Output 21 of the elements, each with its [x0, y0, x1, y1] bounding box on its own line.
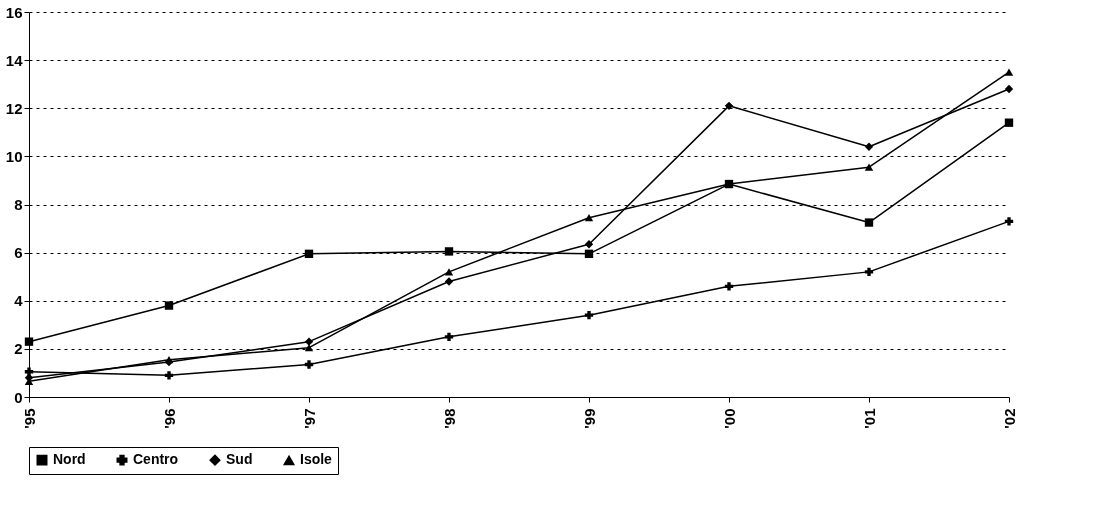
y-tick-label: 8	[14, 196, 23, 213]
y-tick-label: 16	[5, 3, 23, 21]
x-tick-label: '01	[860, 408, 878, 429]
x-tick-label: '98	[440, 408, 458, 429]
x-tick-label: '02	[1000, 408, 1018, 429]
y-tick-label: 14	[5, 51, 24, 69]
x-tick-label: '99	[580, 408, 598, 429]
x-tick-label: '96	[160, 408, 178, 429]
legend-label: Isole	[300, 451, 333, 468]
legend-label: Sud	[226, 451, 253, 468]
y-tick-label: 0	[14, 388, 23, 406]
y-tick-label: 6	[14, 244, 23, 262]
y-tick-label: 12	[5, 99, 23, 117]
x-tick-label: '97	[300, 408, 318, 429]
x-tick-label: '00	[720, 408, 738, 429]
y-tick-label: 4	[14, 292, 24, 310]
y-tick-label: 2	[14, 340, 23, 358]
legend-label: Centro	[133, 451, 179, 468]
legend-label: Nord	[53, 451, 86, 468]
x-tick-label: '95	[20, 408, 38, 429]
y-tick-label: 10	[5, 147, 23, 165]
